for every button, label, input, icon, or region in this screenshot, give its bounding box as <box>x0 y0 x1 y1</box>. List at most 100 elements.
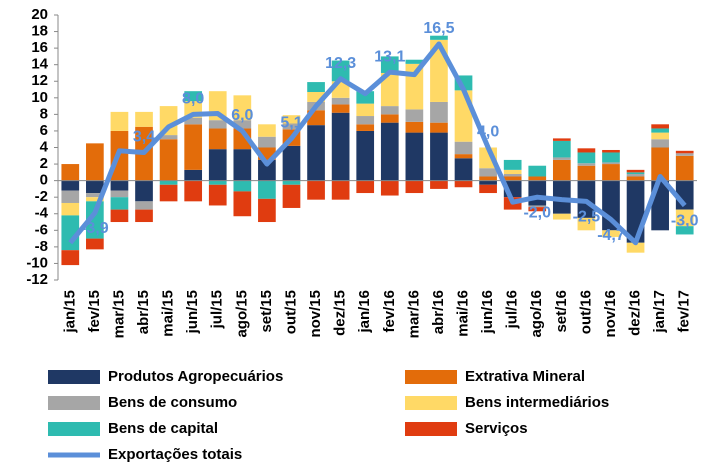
bar-segment <box>479 180 497 185</box>
x-tick-label: out/16 <box>577 290 594 334</box>
data-label: -2,5 <box>573 209 601 226</box>
bar-segment <box>454 154 473 159</box>
y-tick-label: -2 <box>35 188 48 205</box>
bar-segment <box>307 125 325 181</box>
bar-segment <box>258 124 276 137</box>
bar-segment <box>380 114 399 123</box>
y-tick-label: 2 <box>40 155 48 172</box>
bar-segment <box>331 180 350 200</box>
y-tick-label: 20 <box>31 6 48 23</box>
bar-segment <box>528 180 547 206</box>
x-tick-label: fev/16 <box>381 290 398 333</box>
bar-segment <box>577 217 596 231</box>
bar-segment <box>282 180 301 185</box>
bar-segment <box>651 147 669 181</box>
x-tick-label: dez/15 <box>332 290 349 336</box>
legend-label: Exportações totais <box>108 446 242 463</box>
y-tick-label: 12 <box>31 72 48 89</box>
bar-segment <box>602 230 620 237</box>
bar-segment <box>331 60 350 82</box>
bar-segment <box>331 112 350 181</box>
y-tick-label: -8 <box>35 238 48 255</box>
bar-segment <box>380 180 399 196</box>
bar-segment <box>454 158 473 181</box>
x-tick-label: fev/17 <box>676 290 693 333</box>
bar-segment <box>405 59 424 64</box>
bar-segment <box>577 148 596 153</box>
data-label: -2,0 <box>523 204 551 221</box>
bar-segment <box>208 180 227 185</box>
bar-segment <box>110 180 129 191</box>
bar-segment <box>86 201 104 239</box>
bar-segment <box>454 141 473 155</box>
bar-segment <box>61 215 80 251</box>
y-tick-label: 10 <box>31 89 48 106</box>
bar-segment <box>602 149 620 153</box>
bar-segment <box>626 176 645 181</box>
bar-segment <box>184 117 203 125</box>
bar-segment <box>282 145 301 181</box>
bar-segment <box>61 250 80 266</box>
x-tick-label: dez/16 <box>627 290 644 336</box>
legend-label: Bens de consumo <box>108 394 237 411</box>
bar-segment <box>626 169 645 173</box>
bar-segment <box>405 132 424 181</box>
x-tick-label: jul/15 <box>209 290 226 329</box>
data-label: -4,7 <box>597 227 625 244</box>
bar-segment <box>577 165 596 181</box>
bar-segment <box>135 201 153 210</box>
bar-segment <box>651 139 669 148</box>
bar-segment <box>602 162 620 165</box>
legend-label: Serviços <box>465 420 528 437</box>
bar-segment <box>626 172 645 174</box>
x-tick-label: set/16 <box>553 290 570 333</box>
bar-segment <box>626 174 645 177</box>
x-tick-label: ago/16 <box>528 290 545 338</box>
bar-segment <box>233 120 252 129</box>
bar-segment <box>61 164 80 181</box>
bar-segment <box>135 111 153 127</box>
bar-segment <box>86 180 104 194</box>
bar-segment <box>675 209 694 227</box>
bar-segment <box>552 157 571 160</box>
bar-segment <box>208 128 227 150</box>
bar-segment <box>503 176 522 181</box>
bar-segment <box>577 152 596 164</box>
bar-segment <box>208 120 227 129</box>
y-tick-label: 0 <box>40 172 48 189</box>
y-tick-label: 18 <box>31 23 48 40</box>
x-tick-label: abr/16 <box>430 290 447 334</box>
bar-segment <box>356 103 375 117</box>
bar-segment <box>528 207 547 212</box>
data-label: 13,1 <box>374 48 405 65</box>
data-label: -3,0 <box>671 213 699 230</box>
bar-segment <box>86 193 104 198</box>
bar-segment <box>577 163 596 166</box>
bar-segment <box>651 132 669 140</box>
x-tick-label: abr/15 <box>135 290 152 334</box>
bar-segment <box>380 56 399 73</box>
y-tick-label: -4 <box>35 205 49 222</box>
bar-segment <box>282 123 301 130</box>
x-tick-label: mai/16 <box>454 290 471 337</box>
bar-segment <box>233 180 252 192</box>
bar-segment <box>651 124 669 129</box>
bar-segment <box>602 164 620 181</box>
bar-segment <box>528 205 547 208</box>
line <box>68 41 687 246</box>
x-tick-label: jan/16 <box>356 290 373 334</box>
bar-segment <box>356 116 375 125</box>
x-tick-label: jul/16 <box>504 290 521 329</box>
bar-segment <box>86 238 104 250</box>
bar-segment <box>184 169 203 181</box>
y-tick-label: -6 <box>35 221 48 238</box>
bar-segment <box>675 150 694 154</box>
bar-segment <box>208 149 227 181</box>
bar-segment <box>331 104 350 113</box>
bar-segment <box>675 226 694 235</box>
x-tick-label: mai/15 <box>160 290 177 337</box>
bar-segment <box>626 180 645 243</box>
data-label: 16,5 <box>423 20 454 37</box>
bar-segment <box>61 180 80 191</box>
data-label: 6,0 <box>231 107 253 124</box>
